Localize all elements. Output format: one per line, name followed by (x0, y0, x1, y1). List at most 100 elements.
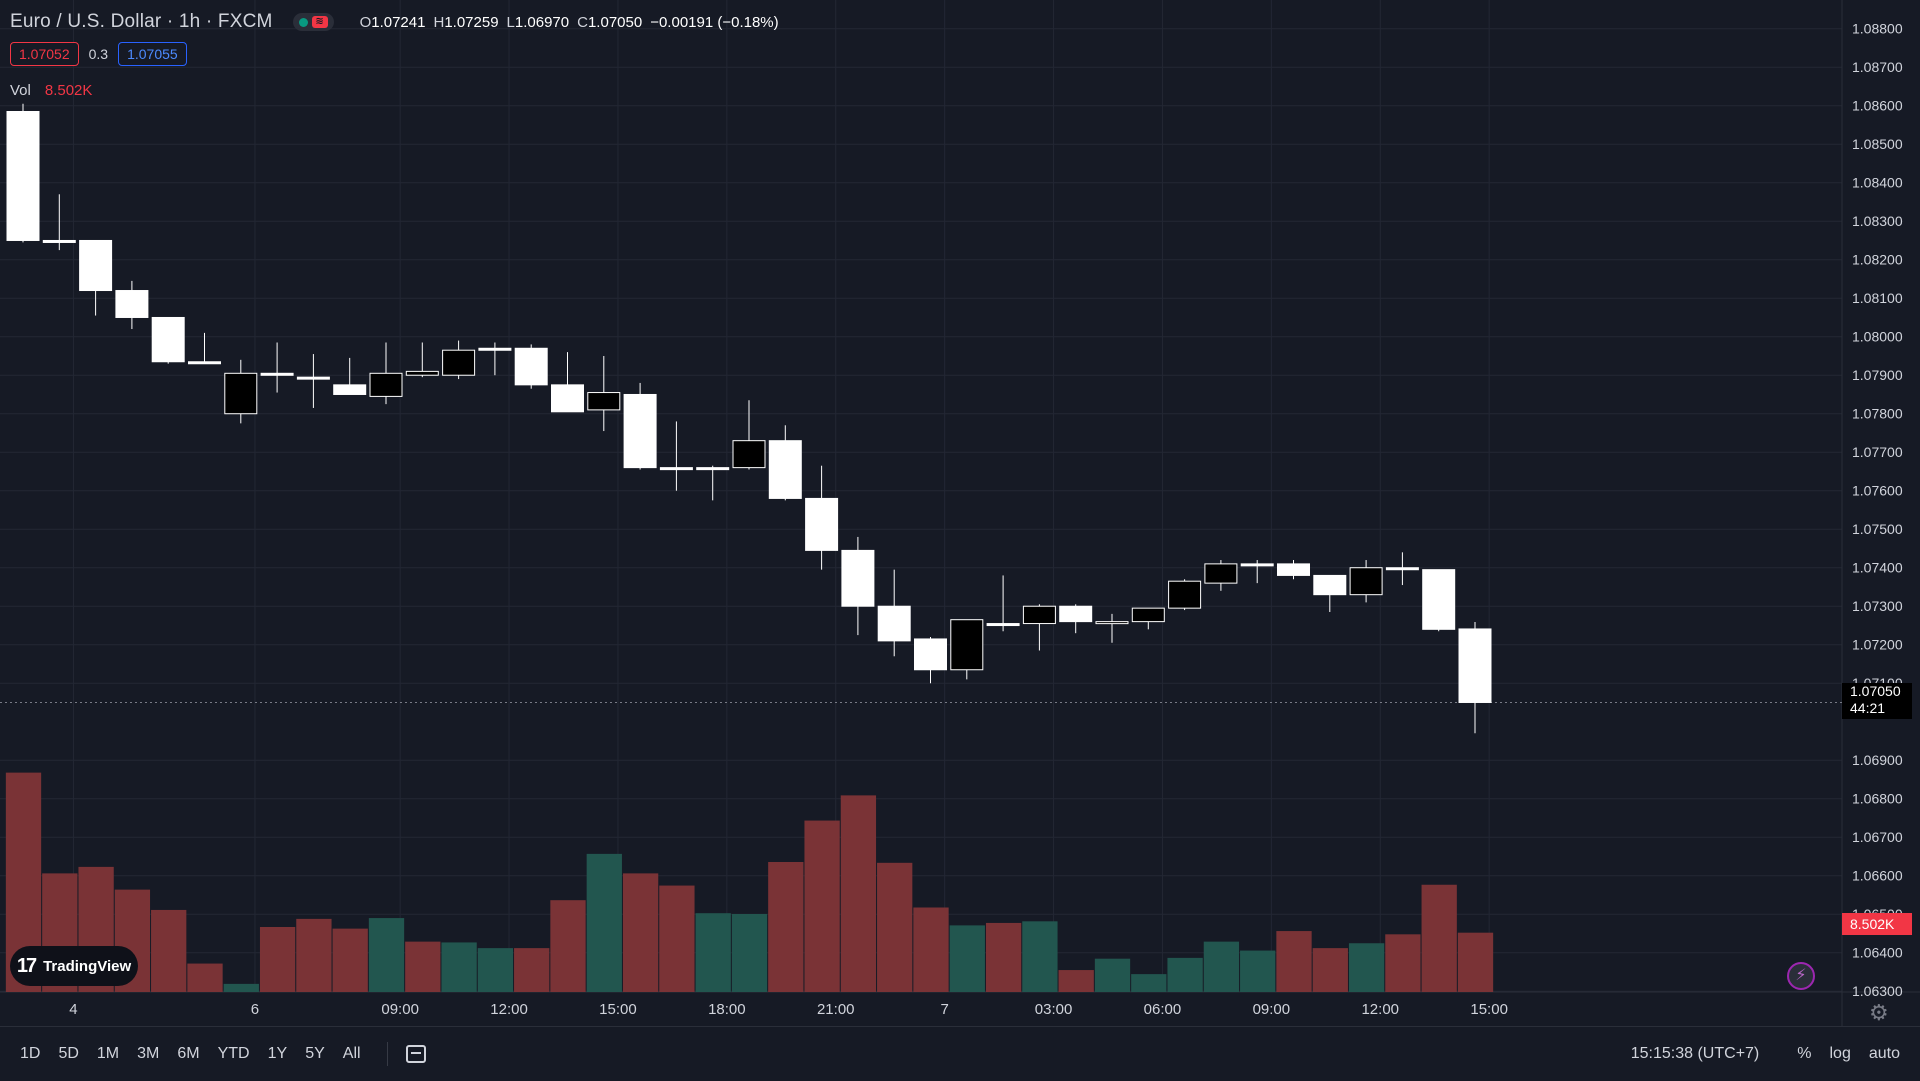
sell-price-button[interactable]: 1.07052 (10, 42, 79, 66)
volume-value: 8.502K (44, 82, 93, 99)
volume-bar (804, 820, 840, 992)
volume-bar (1167, 957, 1203, 992)
gear-icon[interactable]: ⚙ (1869, 1000, 1889, 1025)
range-1y-button[interactable]: 1Y (267, 1045, 288, 1062)
range-ytd-button[interactable]: YTD (217, 1045, 250, 1062)
candle-body (1059, 605, 1093, 623)
symbol-legend: Euro / U.S. Dollar · 1h · FXCM ≋ O1.0724… (10, 10, 779, 34)
volume-bar (151, 909, 187, 992)
last-price-tag: 1.07050 44:21 (1842, 683, 1912, 719)
market-status-pill[interactable]: ≋ (292, 13, 334, 31)
candle-body (732, 440, 766, 469)
volume-bars (5, 772, 1494, 992)
candle-body (1385, 567, 1419, 571)
lightning-icon[interactable]: ⚡ (1787, 962, 1815, 990)
time-tick-label: 18:00 (708, 1001, 746, 1018)
symbol-title[interactable]: Euro / U.S. Dollar · 1h · FXCM (10, 11, 273, 32)
price-tick-label: 1.08200 (1852, 252, 1903, 268)
volume-bar (514, 948, 550, 992)
timezone-clock[interactable]: 15:15:38 (UTC+7) (1630, 1045, 1760, 1062)
candle-body (914, 638, 947, 671)
bar-countdown: 44:21 (1850, 700, 1886, 716)
volume-bar (405, 941, 441, 992)
candle-body (877, 605, 911, 642)
price-tick-label: 1.07400 (1852, 560, 1903, 576)
log-scale-button[interactable]: log (1829, 1045, 1851, 1062)
range-6m-button[interactable]: 6M (177, 1045, 200, 1062)
data-waves-icon: ≋ (311, 16, 328, 28)
tradingview-logo[interactable]: 17 TradingView (10, 946, 138, 986)
candle-body (188, 361, 221, 365)
candle-body (768, 440, 802, 499)
last-price-value: 1.07050 (1850, 683, 1901, 699)
volume-bar (768, 862, 804, 992)
volume-bar (985, 922, 1022, 992)
low-key: L (506, 13, 515, 31)
market-open-dot-icon (298, 17, 308, 27)
price-tick-label: 1.07900 (1852, 367, 1903, 383)
time-tick-label: 7 (940, 1001, 948, 1018)
percent-scale-button[interactable]: % (1797, 1045, 1812, 1062)
range-1m-button[interactable]: 1M (96, 1045, 120, 1062)
price-tick-label: 1.07600 (1852, 483, 1903, 499)
tradingview-wordmark: TradingView (43, 957, 132, 975)
range-5y-button[interactable]: 5Y (305, 1045, 325, 1062)
volume-bar (1276, 931, 1312, 992)
volume-bar (1457, 932, 1494, 992)
range-5d-button[interactable]: 5D (58, 1045, 79, 1062)
price-tick-label: 1.06600 (1852, 868, 1903, 884)
price-tick-label: 1.06700 (1852, 829, 1903, 845)
close-key: C (577, 13, 588, 31)
volume-bar (695, 913, 731, 992)
candle-body (333, 384, 367, 395)
chart-grid (0, 0, 1920, 1026)
auto-scale-button[interactable]: auto (1868, 1045, 1900, 1062)
ohlc-values: O1.07241 H1.07259 L1.06970 C1.07050 −0.0… (360, 14, 779, 31)
candle-body (6, 111, 40, 241)
price-tick-label: 1.08300 (1852, 213, 1903, 229)
volume-bar (949, 925, 985, 992)
price-tick-label: 1.07300 (1852, 598, 1903, 614)
volume-bar (1312, 948, 1348, 992)
volume-bar (1348, 943, 1385, 992)
volume-price-tag: 8.502K (1842, 913, 1912, 935)
volume-bar (223, 983, 259, 992)
time-axis[interactable]: 4 6 09:00 12:00 15:00 18:00 21:00 7 03:00 06:00 09… (69, 1001, 1508, 1018)
range-3m-button[interactable]: 3M (137, 1045, 160, 1062)
candle-body (42, 239, 76, 243)
volume-bar (332, 928, 368, 992)
price-tick-label: 1.07800 (1852, 406, 1903, 422)
volume-bar (877, 862, 913, 992)
candle-body (405, 370, 439, 376)
volume-bar (1058, 970, 1094, 992)
price-axis[interactable]: 1.08800 1.08700 1.08600 1.08500 1.08400 1.083… (1852, 21, 1903, 1000)
buy-price-button[interactable]: 1.07055 (118, 42, 187, 66)
candle-body (1095, 621, 1129, 625)
candle-body (1349, 567, 1383, 596)
price-tick-label: 1.08100 (1852, 290, 1903, 306)
time-tick-label: 15:00 (1470, 1001, 1508, 1018)
time-tick-label: 15:00 (599, 1001, 637, 1018)
volume-bar (659, 885, 695, 992)
high-key: H (433, 13, 445, 31)
volume-bar (187, 963, 223, 992)
time-tick-label: 6 (251, 1001, 259, 1018)
candle-body (841, 549, 875, 607)
time-tick-label: 4 (69, 1001, 77, 1018)
volume-legend[interactable]: Vol 8.502K (10, 82, 92, 99)
candle-body (1204, 563, 1238, 584)
candle-body (79, 239, 113, 292)
candle-body (950, 619, 984, 671)
go-to-date-icon[interactable] (405, 1045, 426, 1063)
candle-body (1422, 569, 1456, 630)
chart-pane[interactable]: 1.08800 1.08700 1.08600 1.08500 1.08400 1.083… (0, 0, 1920, 1026)
time-tick-label: 12:00 (490, 1001, 528, 1018)
range-1d-button[interactable]: 1D (20, 1045, 41, 1062)
range-all-button[interactable]: All (342, 1045, 361, 1062)
tradingview-mark-icon: 17 (16, 954, 37, 977)
candle-body (1022, 605, 1056, 625)
candle-body (369, 372, 403, 397)
price-tick-label: 1.08400 (1852, 175, 1903, 191)
price-tick-label: 1.08700 (1852, 59, 1903, 75)
quote-row: 1.07052 0.3 1.07055 (10, 42, 187, 66)
